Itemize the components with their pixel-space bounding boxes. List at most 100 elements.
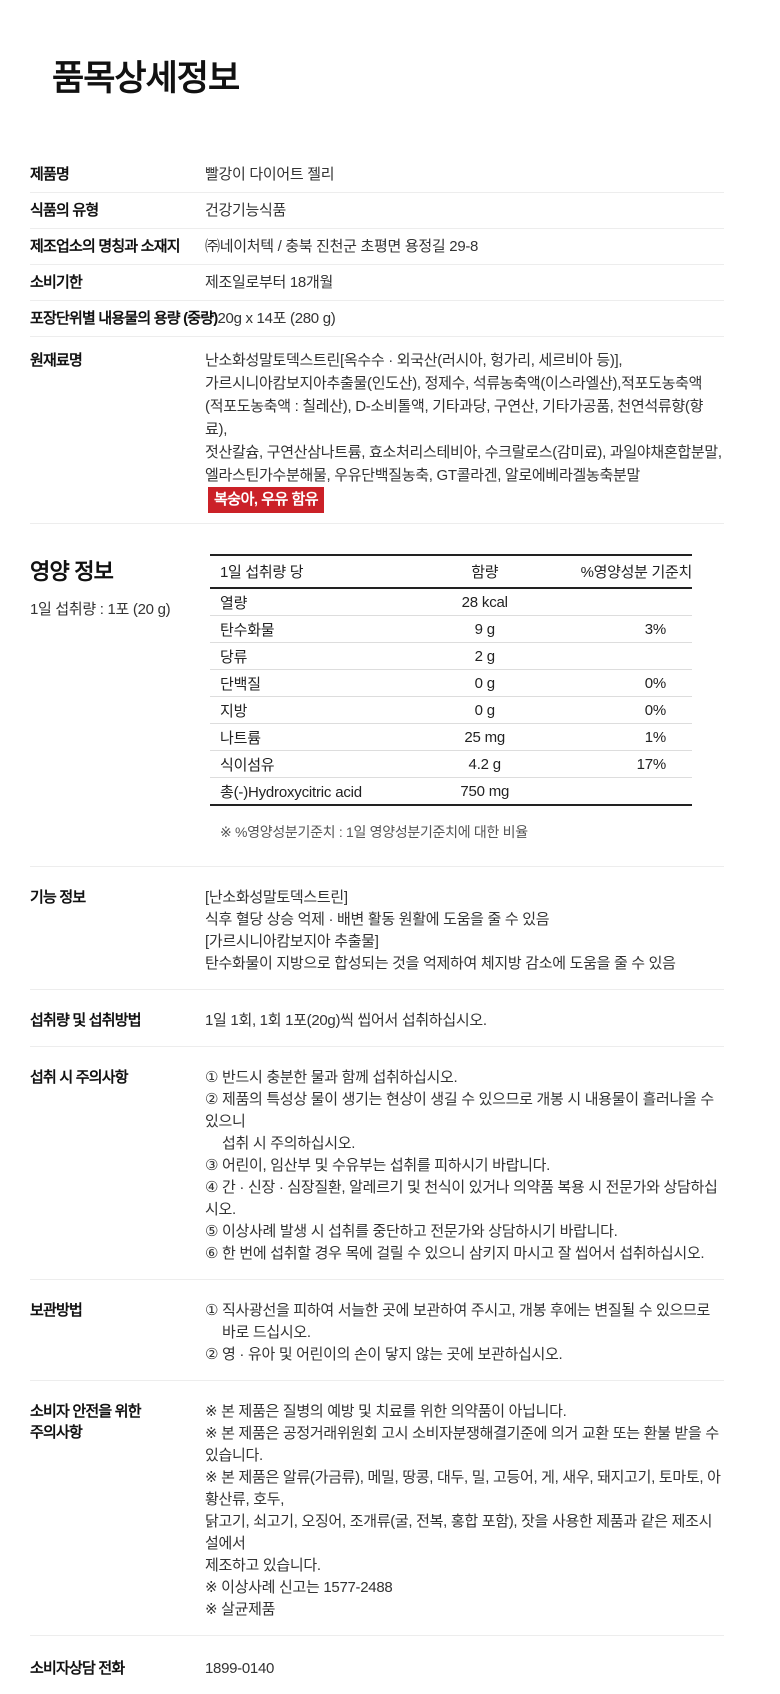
nutrition-col-header: 1일 섭취량 당 [210,555,423,589]
ingredients-line: 젓산칼슘, 구연산삼나트륨, 효소처리스테비아, 수크랄로스(감미료), 과일야… [205,444,722,461]
section-label: 소비자상담 전화 [30,1660,125,1677]
section-line: 제조하고 있습니다. [205,1557,321,1574]
section-consumer-phone: 소비자상담 전화 1899-0140 [30,1636,724,1694]
info-row-product-name: 제품명 빨강이 다이어트 젤리 [30,157,724,193]
info-value: 제조일로부터 18개월 [205,274,333,291]
nutrition-row: 총(-)Hydroxycitric acid 750 mg [210,777,692,805]
section-line: ② 제품의 특성상 물이 생기는 현상이 생길 수 있으므로 개봉 시 내용물이… [205,1091,714,1130]
nutrient-amount: 0 g [422,696,548,724]
nutrient-pct [547,642,692,670]
section-body: ① 직사광선을 피하여 서늘한 곳에 보관하여 주시고, 개봉 후에는 변질될 … [205,1300,724,1366]
section-label-line: 주의사항 [30,1424,83,1441]
nutrition-col-header: %영양성분 기준치 [547,555,692,589]
info-value: 건강기능식품 [205,202,287,219]
nutrient-name: 단백질 [210,669,423,697]
info-label: 제조업소의 명칭과 소재지 [30,238,181,255]
nutrient-pct: 0% [547,696,692,724]
section-line: [가르시니아캄보지아 추출물] [205,933,379,950]
section-line: ※ 본 제품은 알류(가금류), 메밀, 땅콩, 대두, 밀, 고등어, 게, … [205,1469,721,1508]
section-line: ② 영 · 유아 및 어린이의 손이 닿지 않는 곳에 보관하십시오. [205,1346,563,1363]
section-intake-caution: 섭취 시 주의사항 ① 반드시 충분한 물과 함께 섭취하십시오. ② 제품의 … [30,1047,724,1280]
section-line: ① 반드시 충분한 물과 함께 섭취하십시오. [205,1069,458,1086]
section-label-line: 소비자 안전을 위한 [30,1403,142,1420]
nutrient-pct: 0% [547,669,692,697]
nutrition-serving-note: 1일 섭취량 : 1포 (20 g) [30,601,171,618]
product-detail-page: 품목상세정보 제품명 빨강이 다이어트 젤리 식품의 유형 건강기능식품 제조업… [30,0,724,1694]
info-label: 포장단위별 내용물의 용량 (중량) [30,310,218,327]
info-label: 소비기한 [30,274,83,291]
section-body: 1일 1회, 1회 1포(20g)씩 씹어서 섭취하십시오. [205,1010,724,1032]
section-label: 기능 정보 [30,889,86,906]
nutrition-table: 1일 섭취량 당 함량 %영양성분 기준치 열량 28 kcal 탄수화물 9 … [210,554,692,806]
section-line: 탄수화물이 지방으로 합성되는 것을 억제하여 체지방 감소에 도움을 줄 수 … [205,955,676,972]
nutrition-header: 영양 정보 1일 섭취량 : 1포 (20 g) [30,554,210,619]
section-function-info: 기능 정보 [난소화성말토덱스트린] 식후 혈당 상승 억제 · 배변 활동 원… [30,867,724,990]
section-label: 보관방법 [30,1302,83,1319]
nutrition-col-header: 함량 [422,555,548,589]
section-line: ※ 본 제품은 공정거래위원회 고시 소비자분쟁해결기준에 의거 교환 또는 환… [205,1425,719,1464]
section-line: 섭취 시 주의하십시오. [222,1135,356,1152]
nutrition-section: 영양 정보 1일 섭취량 : 1포 (20 g) 1일 섭취량 당 함량 %영양… [30,524,724,867]
nutrient-name: 열량 [220,594,248,612]
section-consumer-safety: 소비자 안전을 위한 주의사항 ※ 본 제품은 질병의 예방 및 치료를 위한 … [30,1381,724,1636]
info-row-manufacturer: 제조업소의 명칭과 소재지 ㈜네이처텍 / 충북 진천군 초평면 용정길 29-… [30,229,724,265]
ingredients-line-text: 엘라스틴가수분해물, 우유단백질농축, GT콜라겐, 알로에베라겔농축분말 [205,467,640,484]
nutrient-amount: 28 kcal [461,593,508,611]
nutrition-footnote: ※ %영양성분기준치 : 1일 영양성분기준치에 대한 비율 [220,824,528,840]
section-body: [난소화성말토덱스트린] 식후 혈당 상승 억제 · 배변 활동 원활에 도움을… [205,887,724,975]
nutrient-name: 총(-)Hydroxycitric acid [210,777,423,805]
section-line: ① 직사광선을 피하여 서늘한 곳에 보관하여 주시고, 개봉 후에는 변질될 … [205,1302,711,1319]
nutrition-row: 탄수화물 9 g 3% [210,615,692,643]
nutrient-amount: 750 mg [422,777,548,805]
info-row-food-type: 식품의 유형 건강기능식품 [30,193,724,229]
section-line: 바로 드십시오. [222,1324,311,1341]
info-row-package-volume: 포장단위별 내용물의 용량 (중량) 20g x 14포 (280 g) [30,301,724,337]
info-value: ㈜네이처텍 / 충북 진천군 초평면 용정길 29-8 [205,238,479,255]
ingredients-row: 원재료명 난소화성말토덱스트린[옥수수 · 외국산(러시아, 헝가리, 세르비아… [30,337,724,524]
section-label: 소비자 안전을 위한 주의사항 [30,1401,205,1443]
nutrient-pct [547,588,692,616]
nutrition-row: 열량 28 kcal [210,588,692,616]
allergen-badge: 복숭아, 우유 함유 [208,487,325,513]
ingredients-label: 원재료명 [30,352,83,369]
section-line: ⑥ 한 번에 섭취할 경우 목에 걸릴 수 있으니 삼키지 마시고 잘 씹어서 … [205,1245,705,1262]
nutrition-row: 식이섬유 4.2 g 17% [210,750,692,778]
nutrient-pct: 1% [547,723,692,751]
nutrition-title: 영양 정보 [30,559,114,584]
section-label: 섭취 시 주의사항 [30,1069,129,1086]
ingredients-line: 엘라스틴가수분해물, 우유단백질농축, GT콜라겐, 알로에베라겔농축분말 복숭… [205,464,724,513]
section-line: ※ 이상사례 신고는 1577-2488 [205,1579,393,1596]
ingredients-line: 난소화성말토덱스트린[옥수수 · 외국산(러시아, 헝가리, 세르비아 등)], [205,352,623,369]
nutrient-amount: 2 g [422,642,548,670]
section-line: 식후 혈당 상승 억제 · 배변 활동 원활에 도움을 줄 수 있음 [205,911,550,928]
nutrient-pct [547,777,692,805]
ingredients-line: (적포도농축액 : 칠레산), D-소비톨액, 기타과당, 구연산, 기타가공품… [205,398,704,438]
nutrient-amount: 25 mg [422,723,548,751]
section-body: ① 반드시 충분한 물과 함께 섭취하십시오. ② 제품의 특성상 물이 생기는… [205,1067,724,1265]
section-line: 1일 1회, 1회 1포(20g)씩 씹어서 섭취하십시오. [205,1012,487,1029]
nutrient-pct: 17% [547,750,692,778]
phone-number: 1899-0140 [205,1660,275,1677]
ingredients-text: 난소화성말토덱스트린[옥수수 · 외국산(러시아, 헝가리, 세르비아 등)],… [205,349,724,513]
nutrient-name: 당류 [210,642,423,670]
info-label: 제품명 [30,166,70,183]
section-line: ※ 본 제품은 질병의 예방 및 치료를 위한 의약품이 아닙니다. [205,1403,567,1420]
nutrient-amount: 9 g [422,615,548,643]
section-line: 닭고기, 쇠고기, 오징어, 조개류(굴, 전복, 홍합 포함), 잣을 사용한… [205,1513,713,1552]
page-title: 품목상세정보 [52,59,240,98]
nutrient-name: 식이섬유 [210,750,423,778]
info-row-shelf-life: 소비기한 제조일로부터 18개월 [30,265,724,301]
section-line: ⑤ 이상사례 발생 시 섭취를 중단하고 전문가와 상담하시기 바랍니다. [205,1223,618,1240]
nutrition-table-header: 1일 섭취량 당 함량 %영양성분 기준치 [210,555,692,589]
nutrient-name: 나트륨 [210,723,423,751]
nutrition-row: 지방 0 g 0% [210,696,692,724]
section-intake-method: 섭취량 및 섭취방법 1일 1회, 1회 1포(20g)씩 씹어서 섭취하십시오… [30,990,724,1047]
info-label: 식품의 유형 [30,202,99,219]
ingredients-line: 가르시니아캄보지아추출물(인도산), 정제수, 석류농축액(이스라엘산),적포도… [205,375,703,392]
section-line: ④ 간 · 신장 · 심장질환, 알레르기 및 천식이 있거나 의약품 복용 시… [205,1179,718,1218]
section-body: ※ 본 제품은 질병의 예방 및 치료를 위한 의약품이 아닙니다. ※ 본 제… [205,1401,724,1621]
info-value: 20g x 14포 (280 g) [217,310,336,327]
section-storage: 보관방법 ① 직사광선을 피하여 서늘한 곳에 보관하여 주시고, 개봉 후에는… [30,1280,724,1381]
section-label: 섭취량 및 섭취방법 [30,1012,142,1029]
nutrient-amount: 0 g [422,669,548,697]
